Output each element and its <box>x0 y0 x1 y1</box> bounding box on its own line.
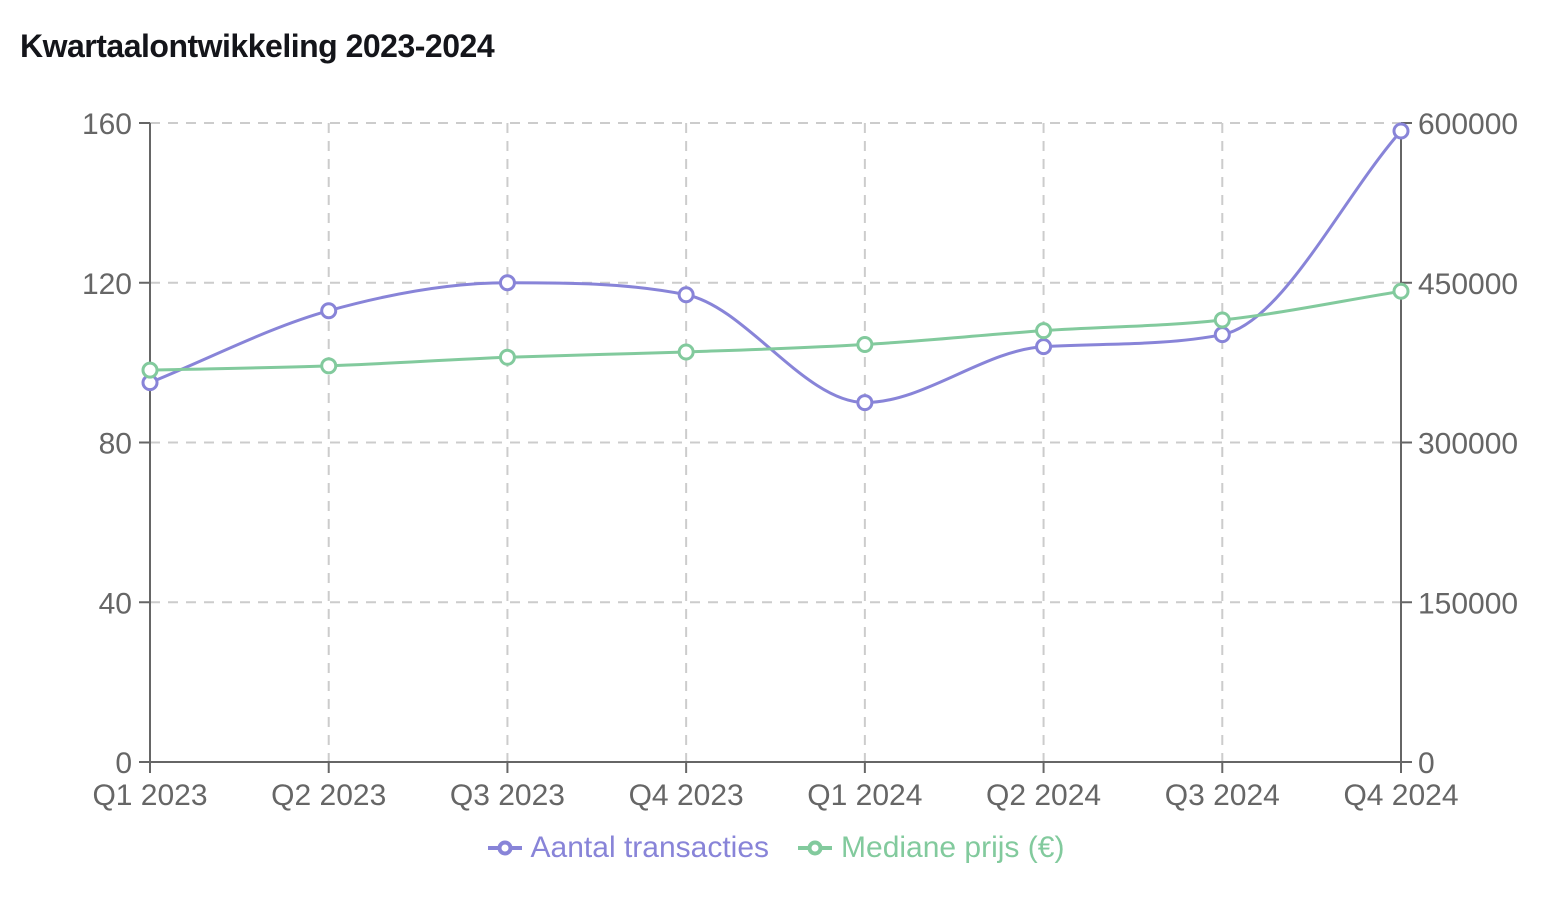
data-point-marker-aantal-transacties <box>1392 122 1410 140</box>
x-axis-tick-label: Q1 2024 <box>807 779 922 812</box>
line-series-icon <box>487 840 522 856</box>
left-axis-tick-label: 0 <box>115 747 132 780</box>
right-axis-tick-label: 0 <box>1418 747 1435 780</box>
x-axis-tick-label: Q3 2023 <box>450 779 565 812</box>
chart-legend: Aantal transacties Mediane prijs (€) <box>150 833 1401 863</box>
data-point-marker-aantal-transacties <box>1213 326 1231 344</box>
data-point-marker-mediane-prijs <box>1035 322 1053 340</box>
data-point-marker-mediane-prijs <box>1392 282 1410 300</box>
right-axis-tick-label: 150000 <box>1418 587 1518 620</box>
x-axis-tick-label: Q4 2024 <box>1343 779 1458 812</box>
left-axis-tick-label: 80 <box>99 428 132 461</box>
right-axis-tick-label: 300000 <box>1418 428 1518 461</box>
data-point-marker-aantal-transacties <box>856 394 874 412</box>
data-point-marker-mediane-prijs <box>320 357 338 375</box>
chart-title: Kwartaalontwikkeling 2023-2024 <box>20 28 495 64</box>
data-point-marker-mediane-prijs <box>141 361 159 379</box>
x-axis-tick-label: Q3 2024 <box>1165 779 1280 812</box>
data-point-marker-aantal-transacties <box>320 302 338 320</box>
data-point-marker-mediane-prijs <box>677 343 695 361</box>
x-axis-tick-label: Q2 2024 <box>986 779 1101 812</box>
line-series-icon <box>798 840 833 856</box>
data-point-marker-aantal-transacties <box>498 274 516 292</box>
x-axis-tick-label: Q4 2023 <box>629 779 744 812</box>
left-axis-tick-label: 40 <box>99 587 132 620</box>
series-line-aantal-transacties <box>148 129 1403 405</box>
data-point-marker-mediane-prijs <box>1213 311 1231 329</box>
data-point-marker-aantal-transacties <box>1035 338 1053 356</box>
left-axis-tick-label: 160 <box>82 108 132 141</box>
x-axis-tick-label: Q2 2023 <box>271 779 386 812</box>
data-point-marker-mediane-prijs <box>856 336 874 354</box>
data-point-marker-aantal-transacties <box>677 286 695 304</box>
right-axis-tick-label: 600000 <box>1418 108 1518 141</box>
left-axis-tick-label: 120 <box>82 268 132 301</box>
data-point-marker-mediane-prijs <box>498 348 516 366</box>
legend-label: Aantal transacties <box>530 831 770 864</box>
legend-item-mediane-prijs: Mediane prijs (€) <box>797 833 1064 863</box>
legend-label: Mediane prijs (€) <box>841 831 1065 864</box>
series-line-mediane-prijs <box>148 289 1403 372</box>
right-axis-tick-label: 450000 <box>1418 268 1518 301</box>
x-axis-tick-label: Q1 2023 <box>92 779 207 812</box>
legend-item-aantal-transacties: Aantal transacties <box>487 833 769 863</box>
